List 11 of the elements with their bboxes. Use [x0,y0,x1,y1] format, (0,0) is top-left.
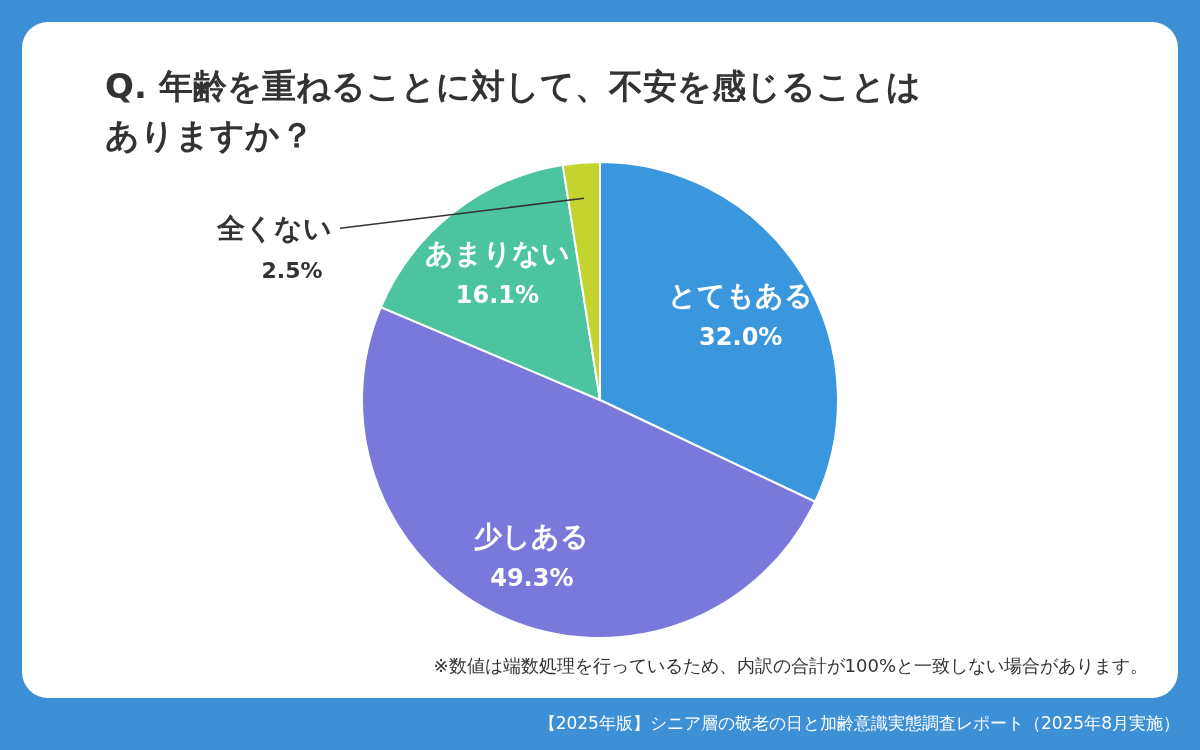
chart-title: Q. 年齢を重ねることに対して、不安を感じることはありますか？ [105,65,922,158]
data-label: 49.3% [490,564,574,593]
slice-label: 全くない [216,212,332,246]
data-label: 32.0% [699,322,783,351]
data-label: 2.5% [261,258,323,284]
slice-label: とてもある [668,278,814,312]
slice-label: 少しある [474,520,590,554]
slice-label: あまりない [424,236,570,270]
text: 【2025年版】シニア層の敬老の日と加齢意識実態調査レポート（2025年8月実施） [538,712,1180,735]
text: ※数値は端数処理を行っているため、内訳の合計が100%と一致しない場合があります。 [433,654,1148,678]
data-label: 16.1% [455,280,540,309]
